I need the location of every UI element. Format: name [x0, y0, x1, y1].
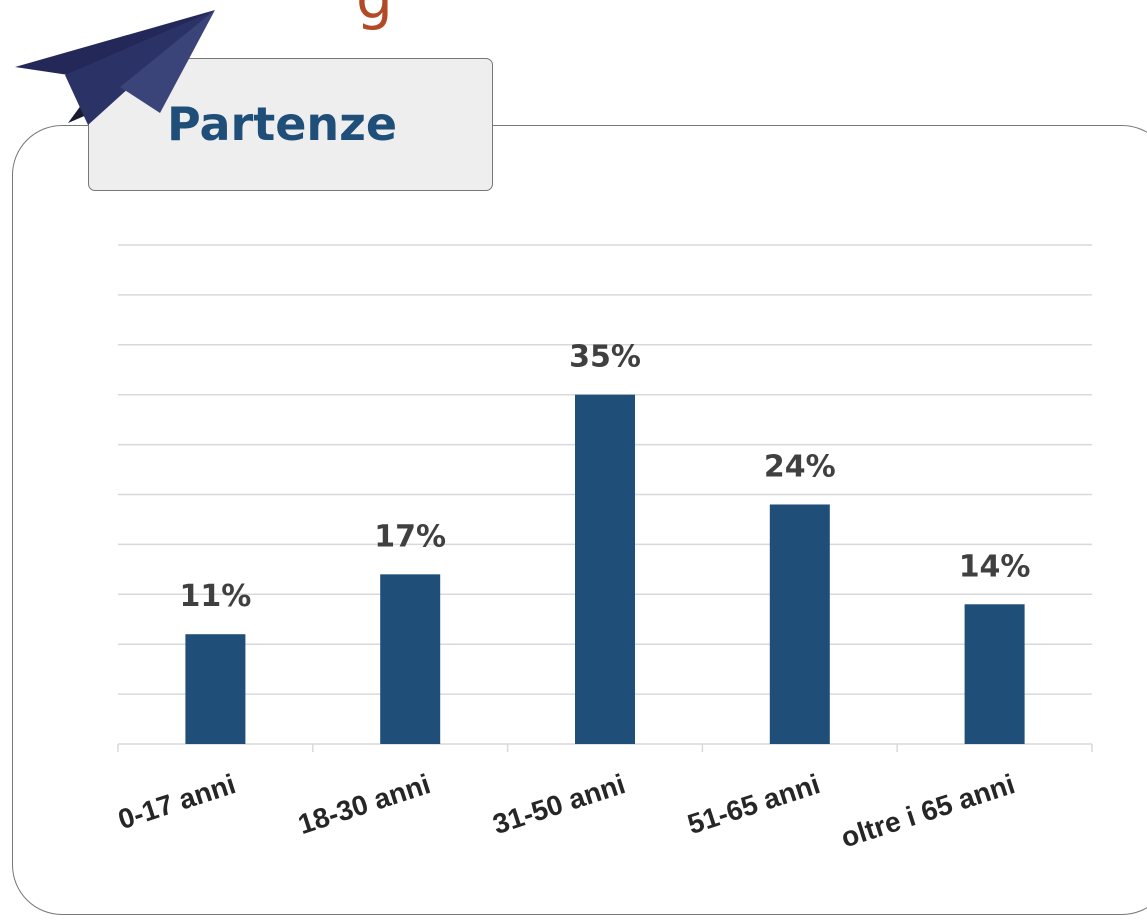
- bar-value-label: 14%: [959, 549, 1031, 584]
- plane-body: [65, 10, 215, 125]
- plane-right-wing: [120, 10, 215, 113]
- header-title-text: g: [356, 0, 394, 32]
- bar-value-labels: 11% 17% 35% 24% 14%: [179, 340, 1030, 615]
- x-tick-label: oltre i 65 anni: [837, 768, 1018, 853]
- x-axis: [117, 743, 1093, 752]
- chart-title: Partenze: [167, 97, 398, 151]
- header-cropped-title: g: [0, 0, 1147, 60]
- x-tick-label: 0-17 anni: [114, 768, 239, 835]
- bar: [380, 574, 441, 744]
- bar-value-label: 24%: [764, 449, 836, 484]
- bar: [185, 634, 246, 744]
- bar-value-label: 17%: [374, 519, 446, 554]
- paper-plane-icon: [15, 10, 215, 125]
- x-tick-labels: 0-17 anni 18-30 anni 31-50 anni 51-65 anni o…: [114, 768, 1018, 853]
- bar-value-label: 35%: [569, 340, 641, 375]
- bar: [575, 394, 635, 744]
- bar: [769, 504, 830, 744]
- x-tick-label: 31-50 anni: [489, 768, 629, 840]
- x-tick-label: 51-65 anni: [684, 768, 824, 840]
- bar-value-label: 11%: [179, 579, 251, 614]
- x-tick-label: 18-30 anni: [294, 768, 434, 840]
- bar: [964, 604, 1025, 744]
- bars: [185, 394, 1025, 744]
- plane-left-wing: [15, 10, 215, 77]
